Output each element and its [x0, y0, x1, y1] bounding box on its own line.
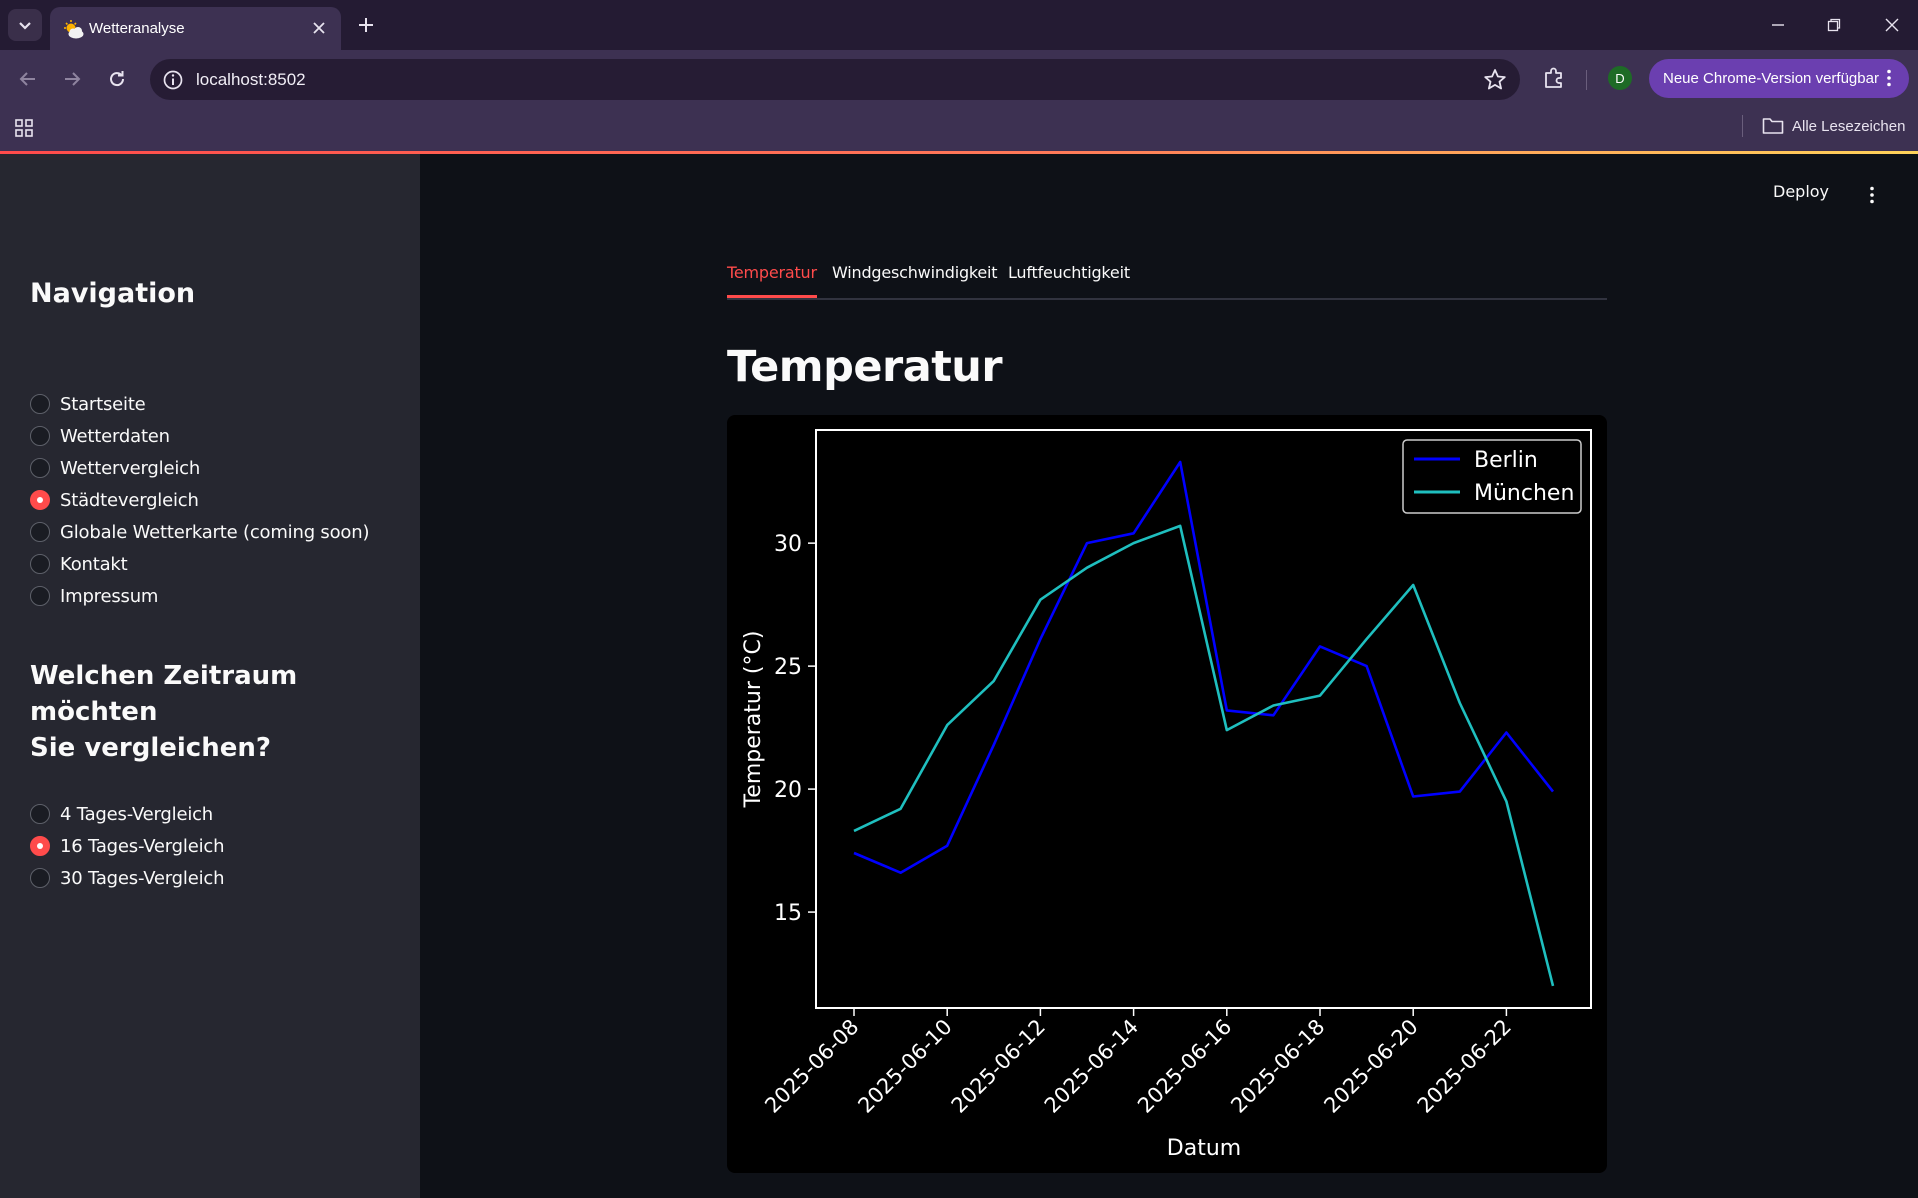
nav-option-label: Wetterdaten [60, 425, 170, 447]
y-axis: 15 20 25 30 [774, 532, 816, 926]
close-icon[interactable] [307, 16, 331, 40]
star-icon[interactable] [1482, 67, 1508, 93]
nav-option-label: Globale Wetterkarte (coming soon) [60, 521, 370, 543]
browser-tab-bar: Wetteranalyse [0, 0, 1918, 50]
nav-option-wetterdaten[interactable]: Wetterdaten [30, 422, 170, 450]
all-bookmarks-button[interactable]: Alle Lesezeichen [1762, 113, 1905, 139]
radio-button[interactable] [30, 586, 50, 606]
temperature-chart: 15 20 25 30 2025-06-08 2025-06-10 2025-06-12 2… [727, 415, 1607, 1173]
y-tick-label: 15 [774, 901, 802, 926]
legend-label-muenchen: München [1474, 481, 1574, 506]
bookmarks-bar: Alle Lesezeichen [0, 107, 1918, 152]
window-close-icon[interactable] [1872, 10, 1912, 40]
radio-button-selected[interactable] [30, 490, 50, 510]
series-line-muenchen [853, 524, 1555, 987]
plus-icon[interactable] [353, 12, 379, 38]
legend: Berlin München [1402, 439, 1582, 514]
kebab-icon[interactable] [1879, 68, 1899, 88]
nav-option-impressum[interactable]: Impressum [30, 582, 158, 610]
all-bookmarks-label: Alle Lesezeichen [1792, 117, 1906, 135]
nav-option-staedtevergleich[interactable]: Städtevergleich [30, 486, 199, 514]
toolbar-divider [1586, 70, 1587, 90]
tab-list: Temperatur Windgeschwindigkeit Luftfeuch… [727, 258, 1607, 300]
tab-windgeschwindigkeit[interactable]: Windgeschwindigkeit [832, 263, 998, 282]
x-tick-label: 2025-06-18 [1226, 1015, 1329, 1118]
restore-icon[interactable] [1814, 10, 1854, 40]
legend-label-berlin: Berlin [1474, 448, 1538, 473]
y-axis-label: Temperatur (°C) [741, 631, 766, 809]
profile-avatar[interactable]: D [1608, 66, 1632, 90]
radio-button[interactable] [30, 458, 50, 478]
radio-button[interactable] [30, 554, 50, 574]
tab-title: Wetteranalyse [89, 20, 185, 37]
tab-temperatur[interactable]: Temperatur [727, 263, 817, 298]
page-title: Temperatur [727, 342, 1003, 392]
x-tick-label: 2025-06-16 [1133, 1015, 1236, 1118]
deploy-button[interactable]: Deploy [1773, 182, 1830, 201]
nav-option-startseite[interactable]: Startseite [30, 390, 146, 418]
streamlit-header-decoration [0, 151, 1918, 154]
period-heading-line: Sie vergleichen? [30, 733, 271, 763]
browser-toolbar: localhost:8502 D Neue Chrome-Version ver… [0, 50, 1918, 107]
chrome-update-button[interactable]: Neue Chrome-Version verfügbar [1649, 59, 1909, 98]
radio-button[interactable] [30, 394, 50, 414]
apps-grid-icon[interactable] [13, 117, 35, 139]
period-option-30-tage[interactable]: 30 Tages-Vergleich [30, 864, 224, 892]
nav-option-label: Kontakt [60, 553, 128, 575]
x-tick-label: 2025-06-22 [1413, 1015, 1516, 1118]
x-axis: 2025-06-082025-06-102025-06-122025-06-14… [760, 1008, 1516, 1118]
nav-option-label: Wettervergleich [60, 457, 201, 479]
site-info-icon[interactable] [161, 68, 185, 92]
radio-button[interactable] [30, 426, 50, 446]
tabs-divider [727, 298, 1607, 300]
radio-button[interactable] [30, 804, 50, 824]
tabs-dropdown-icon[interactable] [8, 9, 42, 41]
y-tick-label: 30 [774, 532, 802, 557]
period-option-label: 30 Tages-Vergleich [60, 867, 225, 889]
period-option-label: 4 Tages-Vergleich [60, 803, 214, 825]
x-tick-label: 2025-06-20 [1319, 1015, 1422, 1118]
nav-option-wettervergleich[interactable]: Wettervergleich [30, 454, 200, 482]
nav-option-label: Städtevergleich [60, 489, 199, 511]
series-lines [853, 460, 1555, 987]
weather-favicon [64, 20, 84, 39]
y-tick-label: 20 [774, 778, 802, 803]
address-bar[interactable]: localhost:8502 [150, 59, 1520, 100]
extensions-icon[interactable] [1540, 64, 1568, 92]
plot-area [815, 429, 1592, 1009]
nav-option-globale-wetterkarte[interactable]: Globale Wetterkarte (coming soon) [30, 518, 369, 546]
browser-tab[interactable]: Wetteranalyse [50, 7, 341, 50]
tab-luftfeuchtigkeit[interactable]: Luftfeuchtigkeit [1008, 263, 1130, 282]
radio-button[interactable] [30, 868, 50, 888]
radio-button[interactable] [30, 522, 50, 542]
x-tick-label: 2025-06-14 [1040, 1015, 1143, 1118]
x-tick-label: 2025-06-08 [760, 1015, 863, 1118]
folder-icon [1762, 118, 1784, 134]
period-option-4-tage[interactable]: 4 Tages-Vergleich [30, 800, 213, 828]
kebab-icon[interactable] [1862, 180, 1882, 210]
period-option-16-tage[interactable]: 16 Tages-Vergleich [30, 832, 224, 860]
nav-option-label: Startseite [60, 393, 146, 415]
period-option-label: 16 Tages-Vergleich [60, 835, 225, 857]
nav-option-kontakt[interactable]: Kontakt [30, 550, 128, 578]
period-heading: Welchen Zeitraum möchten Sie vergleichen… [30, 658, 420, 766]
y-tick-label: 25 [774, 655, 802, 680]
series-line-berlin [853, 460, 1555, 874]
minimize-icon[interactable] [1758, 10, 1798, 40]
reload-icon[interactable] [101, 63, 133, 95]
chrome-update-label: Neue Chrome-Version verfügbar [1663, 70, 1879, 87]
sidebar: Navigation Startseite Wetterdaten Wetter… [0, 154, 420, 1198]
back-icon[interactable] [12, 63, 44, 95]
forward-icon[interactable] [56, 63, 88, 95]
nav-heading: Navigation [30, 278, 196, 309]
period-heading-line: Welchen Zeitraum möchten [30, 661, 298, 727]
nav-option-label: Impressum [60, 585, 159, 607]
bookmarks-divider [1742, 115, 1743, 137]
x-axis-label: Datum [1167, 1136, 1241, 1161]
x-tick-label: 2025-06-10 [853, 1015, 956, 1118]
url-text[interactable]: localhost:8502 [196, 70, 306, 89]
radio-button-selected[interactable] [30, 836, 50, 856]
x-tick-label: 2025-06-12 [947, 1015, 1050, 1118]
